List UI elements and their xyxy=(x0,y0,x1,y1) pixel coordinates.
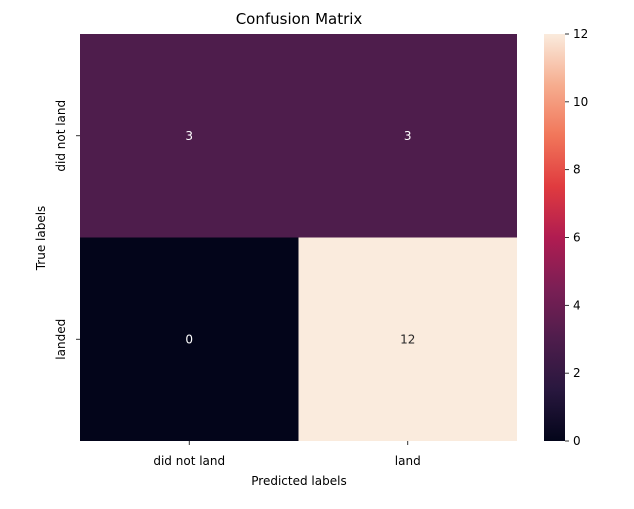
chart-title: Confusion Matrix xyxy=(236,10,363,28)
heatmap-cell-labels: 3 3 0 12 xyxy=(185,129,415,347)
cell-value-label: 3 xyxy=(185,129,193,143)
heatmap-cell xyxy=(80,34,299,238)
heatmap-cell xyxy=(298,34,517,238)
cell-value-label: 0 xyxy=(185,332,193,346)
cell-value-label: 12 xyxy=(400,332,415,346)
heatmap-cell xyxy=(80,237,299,441)
colorbar xyxy=(544,34,565,441)
colorbar-tick-label: 4 xyxy=(573,298,581,312)
y-axis-label: True labels xyxy=(34,206,48,272)
colorbar-tick-label: 0 xyxy=(573,434,581,448)
y-axis-ticks: did not land landed xyxy=(54,100,80,360)
x-axis-ticks: did not land land xyxy=(153,441,421,468)
colorbar-tick-label: 2 xyxy=(573,366,581,380)
x-tick-label: did not land xyxy=(153,454,225,468)
colorbar-ticks: 0 2 4 6 8 10 12 xyxy=(565,27,588,448)
colorbar-tick-label: 10 xyxy=(573,95,588,109)
colorbar-tick-label: 8 xyxy=(573,163,581,177)
heatmap-cells xyxy=(80,34,517,441)
colorbar-tick-label: 6 xyxy=(573,231,581,245)
x-tick-label: land xyxy=(395,454,421,468)
cell-value-label: 3 xyxy=(404,129,412,143)
x-axis-label: Predicted labels xyxy=(251,474,346,488)
y-tick-label: landed xyxy=(54,319,68,360)
heatmap-cell xyxy=(298,237,517,441)
colorbar-tick-label: 12 xyxy=(573,27,588,41)
y-tick-label: did not land xyxy=(54,100,68,172)
